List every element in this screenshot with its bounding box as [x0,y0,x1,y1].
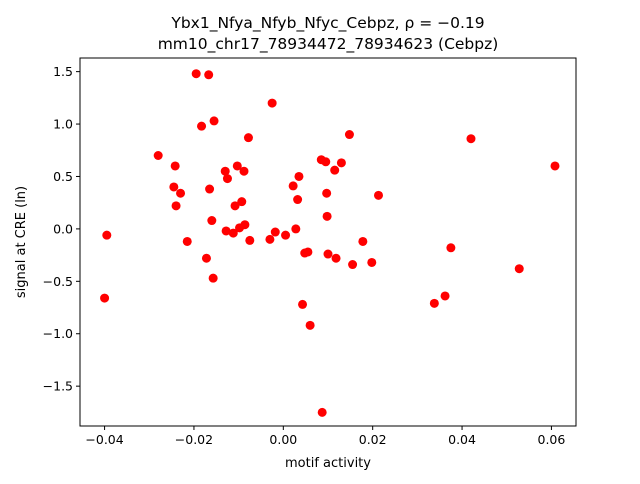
data-point [208,273,218,283]
x-tick-label: 0.02 [359,432,387,447]
chart-title-line1: Ybx1_Nfya_Nfyb_Nfyc_Cebpz, ρ = −0.19 [170,14,484,33]
data-point [205,184,215,194]
y-tick-label: 0.0 [53,221,73,236]
y-tick-label: −0.5 [43,274,73,289]
data-point [322,211,332,221]
data-point [207,216,217,226]
data-point [191,69,201,79]
data-point [317,407,327,417]
data-point [288,181,298,191]
data-point [240,220,250,230]
x-axis-ticks: −0.04 −0.02 0.00 0.02 0.04 0.06 [85,426,565,447]
data-point [293,195,303,205]
data-point [294,171,304,181]
data-point [322,188,332,198]
data-point [176,188,186,198]
data-point [237,197,247,207]
data-point [222,174,232,184]
y-tick-label: −1.5 [43,379,73,394]
y-axis-label: signal at CRE (ln) [14,186,29,298]
y-tick-label: 1.0 [53,117,73,132]
data-point [169,182,179,192]
data-point [331,253,341,263]
data-point [298,299,308,309]
data-points [100,69,560,417]
data-point [344,130,354,140]
data-point [466,134,476,144]
data-point [348,260,358,270]
x-tick-label: 0.04 [448,432,476,447]
data-point [303,247,313,257]
x-tick-label: −0.04 [85,432,123,447]
data-point [321,157,331,167]
x-axis-label: motif activity [285,456,371,471]
data-point [429,298,439,308]
x-tick-label: −0.02 [175,432,213,447]
data-point [209,116,219,126]
data-point [100,293,110,303]
x-tick-label: 0.00 [269,432,297,447]
data-point [514,264,524,274]
data-point [270,227,280,237]
data-point [373,190,383,200]
data-point [550,161,560,171]
plot-frame [79,57,577,427]
data-point [201,253,211,263]
data-point [153,151,163,161]
y-tick-label: −1.0 [43,326,73,341]
data-point [291,224,301,234]
data-point [232,161,242,171]
data-point [330,165,340,175]
data-point [440,291,450,301]
data-point [228,228,238,238]
y-axis-ticks: −1.5 −1.0 −0.5 0.0 0.5 1.0 1.5 [43,64,80,394]
data-point [230,201,240,211]
data-point [305,320,315,330]
data-point [281,230,291,240]
data-point [221,226,231,236]
data-point [367,257,377,267]
y-tick-label: 0.5 [53,169,73,184]
data-point [171,201,181,211]
data-point [245,235,255,245]
data-point [204,70,214,80]
data-point [336,158,346,168]
data-point [267,98,277,108]
data-point [220,166,230,176]
chart-title-line2: mm10_chr17_78934472_78934623 (Cebpz) [158,35,499,54]
data-point [102,230,112,240]
data-point [197,121,207,131]
data-point [265,234,275,244]
data-point [358,236,368,246]
data-point [323,249,333,259]
x-tick-label: 0.06 [538,432,566,447]
data-point [446,243,456,253]
data-point [170,161,180,171]
y-tick-label: 1.5 [53,64,73,79]
data-point [239,166,249,176]
data-point [243,133,253,143]
data-point [182,236,192,246]
